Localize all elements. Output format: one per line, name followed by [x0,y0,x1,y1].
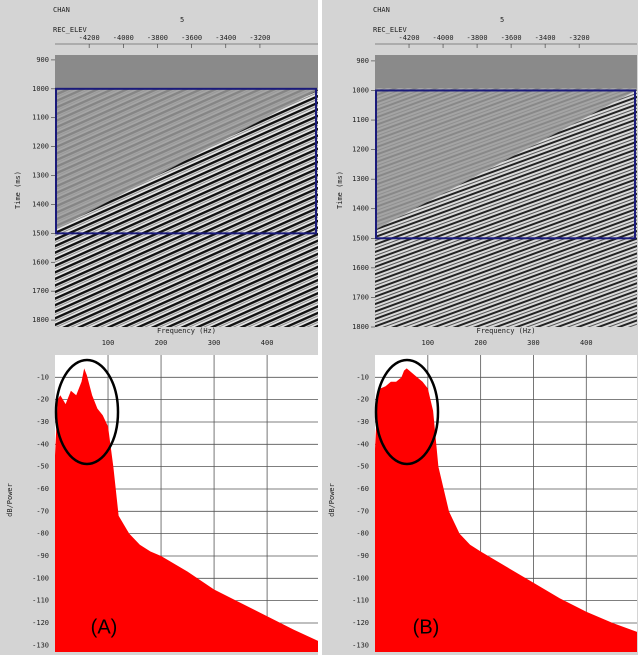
x-tick-label: 200 [155,339,168,347]
header-marker: 5 [180,16,184,24]
analysis-window [375,89,636,240]
y-tick-label: -120 [352,619,369,627]
y-tick-label: -120 [32,619,49,627]
header-label: CHAN [373,6,390,14]
offset-tick-label: -3600 [181,34,202,42]
x-tick-label: 100 [421,339,434,347]
time-tick-label: 1300 [352,175,369,183]
time-tick-label: 1100 [352,116,369,124]
y-tick-label: -80 [36,530,49,538]
panel-label: (A) [91,616,118,638]
offset-tick-label: -3800 [147,34,168,42]
highlight-ellipse [374,358,440,466]
y-tick-label: -110 [32,597,49,605]
y-tick-label: -90 [356,552,369,560]
y-tick-label: -10 [356,373,369,381]
y-tick-label: -50 [356,463,369,471]
y-axis-label: dB/Power [6,483,14,517]
offset-tick-label: -3800 [467,34,488,42]
x-tick-label: 200 [474,339,487,347]
pre-arrival-zone [375,55,637,230]
pre-arrival-zone [55,55,318,230]
y-tick-label: -30 [36,418,49,426]
time-tick-label: 1000 [352,86,369,94]
y-tick-label: -130 [352,641,369,649]
y-tick-label: -70 [356,507,369,515]
y-tick-label: -100 [32,574,49,582]
header-label: CHAN [53,6,70,14]
highlight-ellipse [54,358,120,466]
x-axis-label: Frequency (Hz) [157,327,216,335]
offset-tick-label: -4200 [79,34,100,42]
time-tick-label: 1100 [32,114,49,122]
time-tick-label: 1700 [32,287,49,295]
offset-tick-label: -3400 [215,34,236,42]
y-tick-label: -50 [36,463,49,471]
time-tick-label: 1500 [32,229,49,237]
y-tick-label: -30 [356,418,369,426]
y-tick-label: -100 [352,574,369,582]
top-band [375,55,637,88]
analysis-window [55,87,317,235]
time-tick-label: 1600 [352,264,369,272]
header-label: REC_ELEV [373,26,408,34]
x-tick-label: 400 [580,339,593,347]
time-tick-label: 1500 [352,234,369,242]
time-tick-label: 1400 [352,205,369,213]
offset-tick-label: -4000 [433,34,454,42]
offset-tick-label: -4200 [398,34,419,42]
spectrum-area [55,368,318,652]
offset-tick-label: -3200 [249,34,270,42]
header-marker: 5 [500,16,504,24]
time-tick-label: 1200 [352,146,369,154]
x-tick-label: 100 [102,339,115,347]
time-tick-label: 1800 [32,316,49,324]
panel-label: (B) [413,616,440,638]
spectrum-area [375,368,637,652]
y-tick-label: -20 [356,396,369,404]
time-tick-label: 900 [36,56,49,64]
y-tick-label: -110 [352,597,369,605]
y-tick-label: -10 [36,373,49,381]
time-tick-label: 1400 [32,200,49,208]
y-tick-label: -130 [32,641,49,649]
time-tick-label: 1700 [352,293,369,301]
time-tick-label: 1300 [32,172,49,180]
x-tick-label: 300 [208,339,221,347]
offset-tick-label: -3400 [535,34,556,42]
time-axis-label: Time (ms) [336,171,344,209]
x-axis-label: Frequency (Hz) [476,327,535,335]
y-tick-label: -20 [36,396,49,404]
y-tick-label: -90 [36,552,49,560]
y-tick-label: -70 [36,507,49,515]
time-tick-label: 1200 [32,143,49,151]
time-tick-label: 1800 [352,323,369,331]
time-tick-label: 900 [356,57,369,65]
top-band [55,55,318,88]
header-label: REC_ELEV [53,26,88,34]
time-tick-label: 1600 [32,258,49,266]
y-tick-label: -40 [356,440,369,448]
x-tick-label: 300 [527,339,540,347]
time-tick-label: 1000 [32,85,49,93]
x-tick-label: 400 [261,339,274,347]
y-tick-label: -40 [36,440,49,448]
offset-tick-label: -3200 [569,34,590,42]
y-tick-label: -60 [36,485,49,493]
time-axis-label: Time (ms) [14,171,22,209]
offset-tick-label: -3600 [501,34,522,42]
offset-tick-label: -4000 [113,34,134,42]
y-tick-label: -80 [356,530,369,538]
y-axis-label: dB/Power [328,483,336,517]
y-tick-label: -60 [356,485,369,493]
